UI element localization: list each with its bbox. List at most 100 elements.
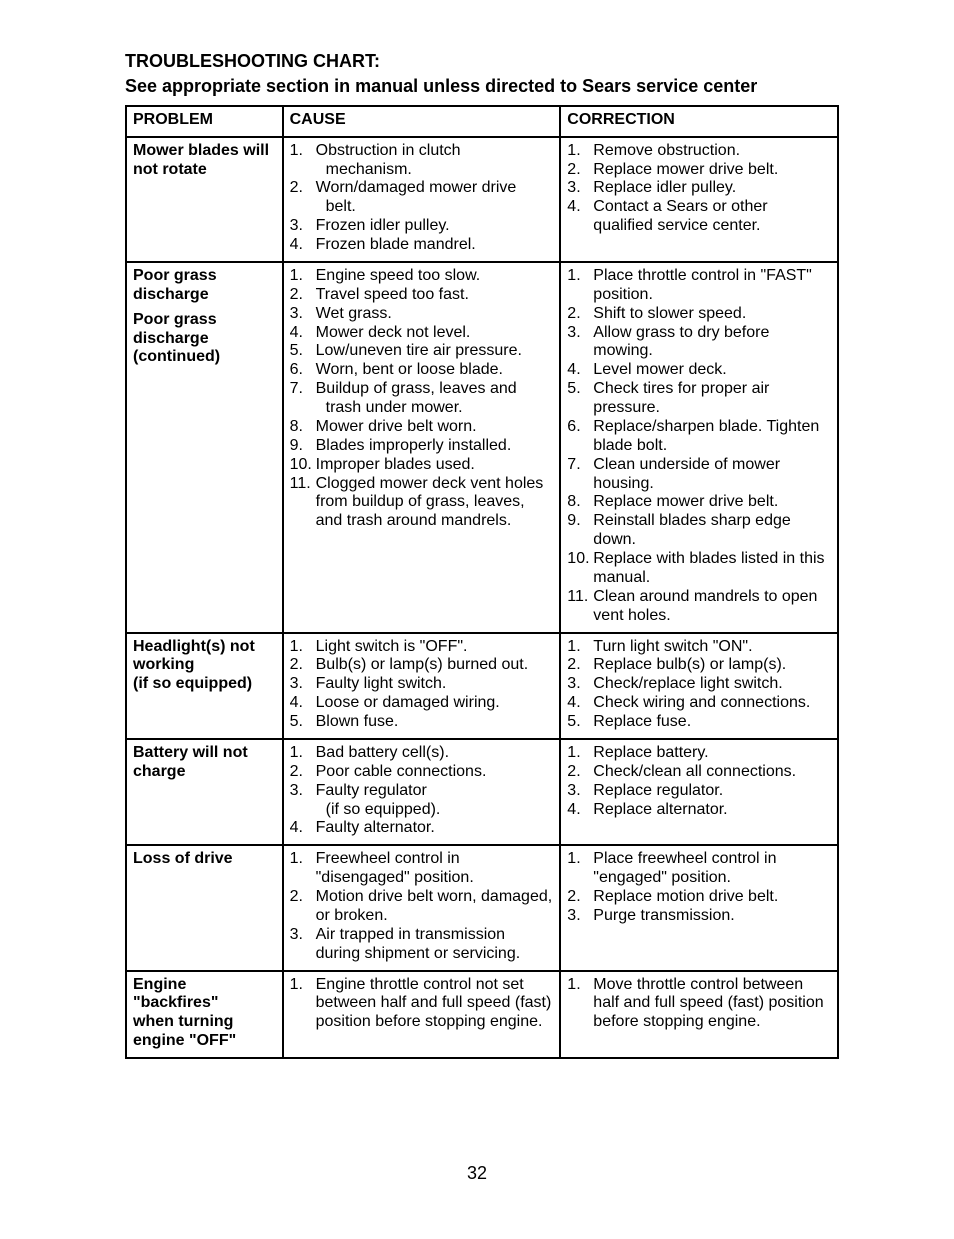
page-title: TROUBLESHOOTING CHART: xyxy=(125,50,839,73)
cause-cell: Freewheel control in "disengaged" positi… xyxy=(283,845,561,970)
list-item-sub: trash under mower. xyxy=(316,399,554,418)
problem-cell: Battery will notcharge xyxy=(126,739,283,845)
list-item: Mower deck not level. xyxy=(316,324,554,343)
list-item: Worn/damaged mower drivebelt. xyxy=(316,179,554,217)
table-row: Mower blades willnot rotateObstruction i… xyxy=(126,137,838,262)
numbered-list: Engine speed too slow.Travel speed too f… xyxy=(290,267,554,531)
list-item: Bad battery cell(s). xyxy=(316,744,554,763)
list-item: Poor cable connections. xyxy=(316,763,554,782)
numbered-list: Freewheel control in "disengaged" positi… xyxy=(290,850,554,963)
table-row: Poor grassdischarge Poor grassdischarge(c… xyxy=(126,262,838,633)
list-item: Turn light switch "ON". xyxy=(593,638,831,657)
problem-cell: Poor grassdischarge Poor grassdischarge(c… xyxy=(126,262,283,633)
list-item: Light switch is "OFF". xyxy=(316,638,554,657)
list-item: Remove obstruction. xyxy=(593,142,831,161)
list-item: Replace regulator. xyxy=(593,782,831,801)
list-item: Reinstall blades sharp edge down. xyxy=(593,512,831,550)
list-item: Replace idler pulley. xyxy=(593,179,831,198)
list-item-sub: mechanism. xyxy=(316,161,554,180)
list-item: Replace mower drive belt. xyxy=(593,493,831,512)
problem-cell: Engine "backfires"when turningengine "OF… xyxy=(126,971,283,1059)
list-item: Wet grass. xyxy=(316,305,554,324)
document-page: TROUBLESHOOTING CHART: See appropriate s… xyxy=(0,0,954,1239)
troubleshooting-table: PROBLEM CAUSE CORRECTION Mower blades wi… xyxy=(125,105,839,1059)
list-item: Level mower deck. xyxy=(593,361,831,380)
table-row: Engine "backfires"when turningengine "OF… xyxy=(126,971,838,1059)
list-item: Replace bulb(s) or lamp(s). xyxy=(593,656,831,675)
list-item: Replace motion drive belt. xyxy=(593,888,831,907)
numbered-list: Bad battery cell(s).Poor cable connectio… xyxy=(290,744,554,838)
list-item: Replace mower drive belt. xyxy=(593,161,831,180)
correction-cell: Replace battery.Check/clean all connecti… xyxy=(560,739,838,845)
cause-cell: Bad battery cell(s).Poor cable connectio… xyxy=(283,739,561,845)
list-item: Check wiring and connections. xyxy=(593,694,831,713)
list-item: Replace/sharpen blade. Tighten blade bol… xyxy=(593,418,831,456)
list-item: Replace alternator. xyxy=(593,801,831,820)
cause-cell: Obstruction in clutchmechanism.Worn/dama… xyxy=(283,137,561,262)
list-item: Place freewheel control in "engaged" pos… xyxy=(593,850,831,888)
cause-cell: Light switch is "OFF".Bulb(s) or lamp(s)… xyxy=(283,633,561,739)
list-item: Place throttle control in "FAST" positio… xyxy=(593,267,831,305)
list-item: Engine throttle control not set between … xyxy=(316,976,554,1033)
correction-cell: Place throttle control in "FAST" positio… xyxy=(560,262,838,633)
list-item: Contact a Sears or other qualified servi… xyxy=(593,198,831,236)
list-item: Faulty light switch. xyxy=(316,675,554,694)
cause-cell: Engine speed too slow.Travel speed too f… xyxy=(283,262,561,633)
numbered-list: Place freewheel control in "engaged" pos… xyxy=(567,850,831,926)
list-item: Worn, bent or loose blade. xyxy=(316,361,554,380)
list-item: Purge transmission. xyxy=(593,907,831,926)
list-item: Clogged mower deck vent holes from build… xyxy=(316,475,554,532)
page-subtitle: See appropriate section in manual unless… xyxy=(125,75,839,98)
list-item: Clean underside of mower housing. xyxy=(593,456,831,494)
correction-cell: Move throttle control between half and f… xyxy=(560,971,838,1059)
problem-group: Poor grassdischarge(continued) xyxy=(133,311,276,368)
table-row: Loss of drive Freewheel control in "disen… xyxy=(126,845,838,970)
list-item-sub: (if so equipped). xyxy=(316,801,554,820)
page-number: 32 xyxy=(0,1163,954,1184)
list-item: Low/uneven tire air pressure. xyxy=(316,342,554,361)
numbered-list: Turn light switch "ON".Replace bulb(s) o… xyxy=(567,638,831,732)
list-item-sub: belt. xyxy=(316,198,554,217)
numbered-list: Light switch is "OFF".Bulb(s) or lamp(s)… xyxy=(290,638,554,732)
numbered-list: Replace battery.Check/clean all connecti… xyxy=(567,744,831,820)
header-cause: CAUSE xyxy=(283,106,561,137)
numbered-list: Place throttle control in "FAST" positio… xyxy=(567,267,831,626)
problem-cell: Mower blades willnot rotate xyxy=(126,137,283,262)
list-item: Obstruction in clutchmechanism. xyxy=(316,142,554,180)
list-item: Check tires for proper air pressure. xyxy=(593,380,831,418)
list-item: Travel speed too fast. xyxy=(316,286,554,305)
correction-cell: Remove obstruction.Replace mower drive b… xyxy=(560,137,838,262)
correction-cell: Turn light switch "ON".Replace bulb(s) o… xyxy=(560,633,838,739)
table-header-row: PROBLEM CAUSE CORRECTION xyxy=(126,106,838,137)
list-item: Air trapped in transmission during shipm… xyxy=(316,926,554,964)
header-correction: CORRECTION xyxy=(560,106,838,137)
list-item: Frozen blade mandrel. xyxy=(316,236,554,255)
list-item: Loose or damaged wiring. xyxy=(316,694,554,713)
list-item: Check/replace light switch. xyxy=(593,675,831,694)
problem-cell: Loss of drive xyxy=(126,845,283,970)
list-item: Faulty alternator. xyxy=(316,819,554,838)
list-item: Buildup of grass, leaves andtrash under … xyxy=(316,380,554,418)
list-item: Replace battery. xyxy=(593,744,831,763)
numbered-list: Move throttle control between half and f… xyxy=(567,976,831,1033)
list-item: Bulb(s) or lamp(s) burned out. xyxy=(316,656,554,675)
list-item: Shift to slower speed. xyxy=(593,305,831,324)
list-item: Check/clean all connections. xyxy=(593,763,831,782)
table-row: Battery will notchargeBad battery cell(s… xyxy=(126,739,838,845)
list-item: Freewheel control in "disengaged" positi… xyxy=(316,850,554,888)
list-item: Move throttle control between half and f… xyxy=(593,976,831,1033)
list-item: Allow grass to dry before mowing. xyxy=(593,324,831,362)
list-item: Engine speed too slow. xyxy=(316,267,554,286)
problem-group: Poor grassdischarge xyxy=(133,267,276,305)
list-item: Clean around mandrels to open vent holes… xyxy=(593,588,831,626)
list-item: Motion drive belt worn, damaged, or brok… xyxy=(316,888,554,926)
header-problem: PROBLEM xyxy=(126,106,283,137)
cause-cell: Engine throttle control not set between … xyxy=(283,971,561,1059)
numbered-list: Remove obstruction.Replace mower drive b… xyxy=(567,142,831,236)
table-body: Mower blades willnot rotateObstruction i… xyxy=(126,137,838,1058)
list-item: Improper blades used. xyxy=(316,456,554,475)
list-item: Blown fuse. xyxy=(316,713,554,732)
problem-cell: Headlight(s) notworking(if so equipped) xyxy=(126,633,283,739)
list-item: Frozen idler pulley. xyxy=(316,217,554,236)
table-row: Headlight(s) notworking(if so equipped)L… xyxy=(126,633,838,739)
